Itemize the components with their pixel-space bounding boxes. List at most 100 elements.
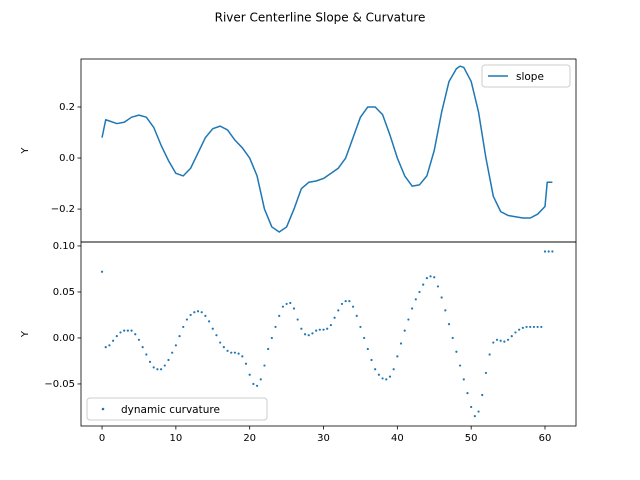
point [222, 346, 225, 349]
point [303, 333, 307, 336]
point [414, 298, 417, 301]
point [130, 329, 133, 332]
point [499, 339, 502, 342]
y-axis-label: Y [20, 147, 31, 155]
point [244, 362, 248, 365]
point [481, 393, 484, 397]
point [396, 355, 399, 358]
point [462, 378, 465, 381]
y-tick-label: 0.10 [53, 241, 75, 252]
point [440, 296, 443, 299]
point [359, 325, 362, 329]
point [126, 329, 129, 332]
point [329, 323, 332, 327]
point [355, 314, 358, 317]
point [134, 333, 137, 336]
point [473, 415, 476, 418]
point [433, 276, 436, 279]
point [230, 351, 233, 354]
point [455, 350, 458, 353]
point [529, 325, 532, 329]
point [551, 250, 554, 253]
point [141, 346, 144, 349]
point [403, 329, 406, 332]
y-tick-label: −0.05 [44, 379, 75, 390]
x-tick-label: 20 [243, 433, 256, 444]
point [333, 316, 336, 319]
point [363, 336, 366, 340]
point [112, 339, 115, 342]
legend-swatch [101, 407, 105, 411]
point [429, 275, 432, 278]
point [215, 334, 218, 337]
line [101, 65, 553, 233]
point [185, 318, 189, 321]
point [137, 338, 141, 341]
point [458, 364, 462, 367]
point [484, 371, 488, 375]
point [547, 250, 550, 253]
point [407, 318, 410, 321]
point [385, 378, 388, 381]
point [307, 334, 310, 337]
point [255, 384, 259, 387]
point [100, 270, 104, 273]
point [536, 325, 539, 329]
point [466, 392, 469, 395]
point [196, 310, 200, 313]
point [292, 307, 296, 310]
point [525, 325, 528, 329]
point [444, 309, 447, 312]
axes-frame [80, 241, 577, 427]
point [348, 300, 351, 303]
point [270, 336, 273, 340]
x-tick-label: 30 [317, 433, 330, 444]
x-tick-label: 50 [465, 433, 478, 444]
point [322, 328, 325, 331]
point [374, 368, 377, 371]
point [447, 323, 451, 326]
point [174, 344, 177, 347]
point [326, 327, 329, 330]
plot-area [100, 250, 554, 418]
point [381, 377, 384, 380]
point [241, 355, 244, 358]
point [182, 325, 185, 329]
point [518, 328, 521, 331]
point [252, 382, 255, 386]
point [477, 410, 480, 413]
point [156, 368, 159, 371]
point [540, 325, 543, 329]
point [337, 309, 340, 312]
point [506, 338, 510, 341]
x-tick-label: 0 [99, 433, 105, 444]
y-tick-label: −0.2 [51, 204, 75, 215]
point [392, 368, 395, 371]
y-tick-label: 0.05 [53, 287, 75, 298]
point [510, 335, 513, 338]
point [543, 250, 547, 253]
point [351, 305, 355, 308]
point [366, 347, 369, 351]
point [451, 336, 454, 340]
point [219, 341, 222, 344]
point [152, 366, 155, 369]
point [160, 368, 163, 371]
point [274, 325, 277, 329]
point [281, 305, 285, 308]
x-tick-label: 60 [539, 433, 552, 444]
legend-label: slope [516, 71, 544, 83]
point [108, 344, 111, 347]
y-tick-label: 0.00 [53, 333, 75, 344]
point [248, 373, 251, 376]
point [167, 358, 170, 362]
x-tick-label: 10 [169, 433, 182, 444]
point [189, 313, 192, 317]
point [311, 332, 314, 335]
legend-box [86, 397, 268, 421]
point [278, 314, 281, 317]
y-axis-label: Y [20, 330, 31, 338]
point [425, 277, 428, 280]
point [315, 329, 318, 332]
point [318, 328, 321, 331]
